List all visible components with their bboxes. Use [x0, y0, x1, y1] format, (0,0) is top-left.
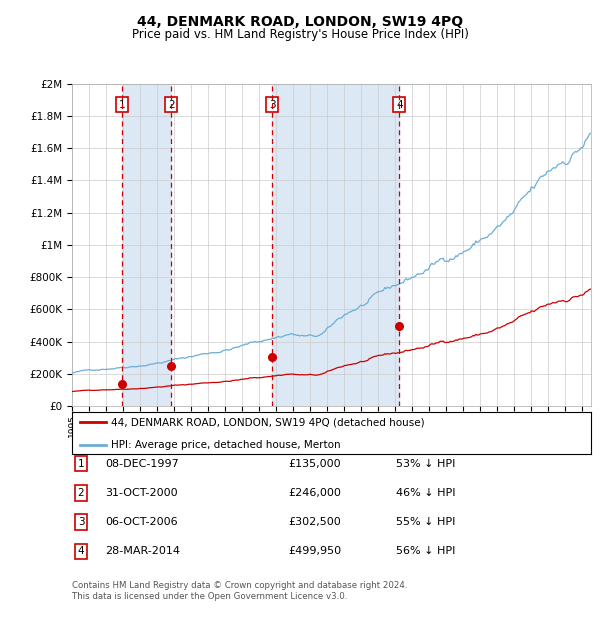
- Text: 56% ↓ HPI: 56% ↓ HPI: [396, 546, 455, 556]
- Text: 2: 2: [168, 100, 175, 110]
- Text: 1: 1: [119, 100, 125, 110]
- Text: £499,950: £499,950: [288, 546, 341, 556]
- Text: 55% ↓ HPI: 55% ↓ HPI: [396, 517, 455, 527]
- Text: 31-OCT-2000: 31-OCT-2000: [105, 488, 178, 498]
- Bar: [272, 84, 400, 406]
- Text: 3: 3: [269, 100, 275, 110]
- Text: 1: 1: [77, 459, 85, 469]
- Text: 46% ↓ HPI: 46% ↓ HPI: [396, 488, 455, 498]
- Text: 06-OCT-2006: 06-OCT-2006: [105, 517, 178, 527]
- Text: 08-DEC-1997: 08-DEC-1997: [105, 459, 179, 469]
- Text: HPI: Average price, detached house, Merton: HPI: Average price, detached house, Mert…: [111, 440, 341, 450]
- Text: 4: 4: [396, 100, 403, 110]
- Text: 3: 3: [77, 517, 85, 527]
- Text: 53% ↓ HPI: 53% ↓ HPI: [396, 459, 455, 469]
- Text: £135,000: £135,000: [288, 459, 341, 469]
- Bar: [122, 84, 171, 406]
- Text: This data is licensed under the Open Government Licence v3.0.: This data is licensed under the Open Gov…: [72, 592, 347, 601]
- Text: 44, DENMARK ROAD, LONDON, SW19 4PQ (detached house): 44, DENMARK ROAD, LONDON, SW19 4PQ (deta…: [111, 417, 425, 427]
- Text: 28-MAR-2014: 28-MAR-2014: [105, 546, 180, 556]
- Text: £246,000: £246,000: [288, 488, 341, 498]
- Text: 4: 4: [77, 546, 85, 556]
- Text: 44, DENMARK ROAD, LONDON, SW19 4PQ: 44, DENMARK ROAD, LONDON, SW19 4PQ: [137, 16, 463, 30]
- Text: 2: 2: [77, 488, 85, 498]
- Text: Contains HM Land Registry data © Crown copyright and database right 2024.: Contains HM Land Registry data © Crown c…: [72, 581, 407, 590]
- Text: Price paid vs. HM Land Registry's House Price Index (HPI): Price paid vs. HM Land Registry's House …: [131, 28, 469, 41]
- Text: £302,500: £302,500: [288, 517, 341, 527]
